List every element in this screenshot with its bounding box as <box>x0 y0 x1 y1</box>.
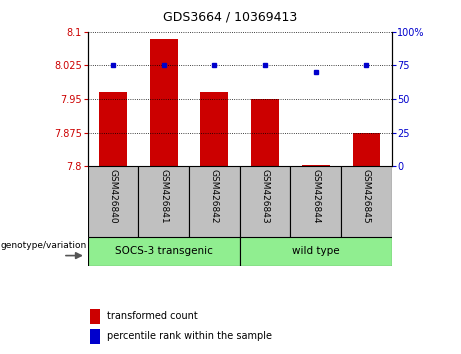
Text: wild type: wild type <box>292 246 340 256</box>
Text: GSM426844: GSM426844 <box>311 169 320 223</box>
FancyBboxPatch shape <box>90 329 100 343</box>
Text: GSM426843: GSM426843 <box>260 169 270 223</box>
FancyBboxPatch shape <box>88 237 240 266</box>
Text: GSM426841: GSM426841 <box>159 169 168 223</box>
Bar <box>99 92 127 166</box>
FancyBboxPatch shape <box>90 309 100 324</box>
Text: percentile rank within the sample: percentile rank within the sample <box>107 331 272 341</box>
FancyBboxPatch shape <box>189 166 240 237</box>
Bar <box>251 99 279 166</box>
Text: GSM426840: GSM426840 <box>108 169 118 223</box>
FancyBboxPatch shape <box>240 166 290 237</box>
Bar <box>353 133 380 166</box>
Text: GDS3664 / 10369413: GDS3664 / 10369413 <box>163 11 298 24</box>
Text: GSM426845: GSM426845 <box>362 169 371 223</box>
Bar <box>201 92 228 166</box>
FancyBboxPatch shape <box>341 166 392 237</box>
FancyBboxPatch shape <box>138 166 189 237</box>
Text: SOCS-3 transgenic: SOCS-3 transgenic <box>115 246 213 256</box>
Bar <box>150 39 177 166</box>
Text: GSM426842: GSM426842 <box>210 169 219 223</box>
Bar <box>302 165 330 166</box>
Text: transformed count: transformed count <box>107 311 197 321</box>
FancyBboxPatch shape <box>88 166 138 237</box>
Text: genotype/variation: genotype/variation <box>0 241 87 250</box>
FancyBboxPatch shape <box>290 166 341 237</box>
FancyBboxPatch shape <box>240 237 392 266</box>
